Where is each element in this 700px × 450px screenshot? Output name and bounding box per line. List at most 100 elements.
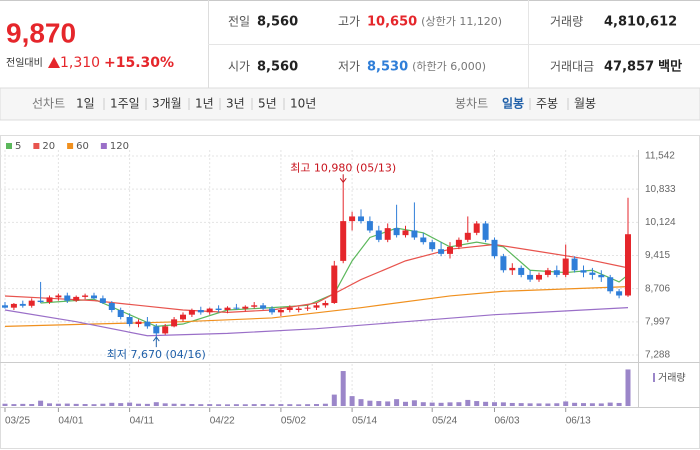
volume-bar: [20, 403, 26, 406]
volume-bar: [403, 401, 408, 406]
candle-body: [518, 267, 525, 275]
volume-bar: [233, 404, 239, 406]
legend-label: 20: [42, 141, 55, 152]
volume-bar: [598, 403, 604, 406]
volume-bar: [38, 400, 44, 406]
annotation-arrowhead: [152, 336, 160, 342]
volume-bar: [64, 403, 70, 406]
volume-bar: [162, 403, 168, 406]
candle-body: [108, 302, 115, 310]
candle-body: [447, 246, 453, 254]
volume-bar: [527, 403, 533, 406]
stat-label: 시가: [228, 60, 250, 74]
y-tick-label: 7,997: [645, 316, 670, 327]
volume-bar: [358, 399, 364, 406]
candle-body: [331, 265, 338, 303]
period-button[interactable]: 3년: [226, 97, 245, 111]
candle-body: [135, 321, 142, 325]
candle-body: [233, 307, 240, 309]
candle-body: [19, 303, 26, 306]
volume-bar: [100, 403, 106, 406]
period-button[interactable]: 일봉: [502, 97, 524, 111]
volume-bar: [55, 403, 61, 406]
volume-bar: [2, 403, 8, 406]
legend-label: 60: [76, 141, 89, 152]
volume-bar: [127, 402, 133, 406]
candle-body: [144, 321, 151, 327]
candle-body: [295, 308, 302, 310]
x-tick-label: 06/13: [566, 416, 591, 427]
candle-body: [242, 306, 249, 309]
y-tick-label: 10,124: [645, 217, 676, 228]
candle-body: [580, 270, 587, 273]
legend-swatch: [33, 143, 40, 149]
candle-body: [28, 300, 35, 306]
annotation-arrowhead: [339, 177, 347, 184]
candle-body: [10, 303, 17, 308]
volume-bar: [136, 403, 141, 406]
period-button[interactable]: 3개월: [152, 97, 182, 111]
volume-bar: [385, 401, 391, 406]
candle-body: [340, 221, 347, 261]
period-button[interactable]: 1일: [76, 97, 95, 111]
y-tick-label: 11,542: [645, 151, 675, 162]
volume-bar: [153, 402, 159, 406]
stat-label: 거래대금: [550, 60, 594, 74]
volume-bar: [572, 402, 578, 406]
candle-body: [260, 305, 267, 309]
candle-body: [304, 307, 311, 309]
stat-value: 47,857: [604, 60, 654, 75]
x-tick-label: 05/24: [432, 416, 457, 427]
candle-body: [2, 305, 8, 308]
volume-bar: [474, 401, 480, 406]
stat-note: (하한가 6,000): [412, 59, 486, 73]
candle-body: [73, 296, 80, 301]
volume-bar: [349, 396, 355, 406]
volume-bar: [305, 404, 311, 406]
up-arrow-icon: [48, 57, 60, 68]
period-button[interactable]: 월봉: [574, 97, 596, 111]
candle-body: [269, 308, 275, 313]
volume-bar: [269, 404, 275, 406]
volume-bar: [509, 402, 515, 406]
candle-body: [482, 223, 489, 240]
candle-body: [171, 319, 178, 327]
x-tick-label: 05/02: [281, 416, 306, 427]
candle-body: [286, 307, 293, 310]
stat-note: (상한가 11,120): [421, 15, 502, 28]
candle-body: [571, 258, 578, 271]
period-button[interactable]: 주봉: [536, 97, 558, 111]
candle-body: [544, 270, 551, 275]
volume-bar: [278, 404, 284, 406]
candle-body: [277, 309, 284, 313]
candle-body: [473, 223, 480, 233]
volume-bar: [394, 399, 400, 406]
volume-bar: [607, 402, 613, 406]
period-button[interactable]: 1주일: [110, 97, 140, 111]
period-button[interactable]: 5년: [258, 97, 277, 111]
candle-body: [598, 274, 605, 278]
volume-bar: [518, 403, 524, 406]
candle-body: [438, 249, 445, 254]
volume-bar: [456, 402, 462, 406]
volume-bar: [242, 404, 248, 406]
legend-swatch: [67, 143, 74, 149]
stat-label: 거래량: [550, 15, 583, 29]
y-tick-label: 9,415: [645, 250, 670, 261]
candle-body: [224, 307, 231, 310]
candle-body: [117, 309, 124, 318]
candle-body: [197, 309, 204, 313]
candle-body: [206, 308, 213, 313]
volume-bar: [73, 403, 79, 406]
candle-body: [55, 295, 62, 298]
candle-body: [616, 291, 623, 296]
volume-bar: [314, 404, 319, 406]
volume-bar: [536, 403, 542, 406]
volume-bar: [216, 404, 222, 406]
volume-bar: [331, 394, 337, 406]
period-button[interactable]: 10년: [290, 97, 316, 111]
candle-body: [153, 326, 160, 334]
volume-bar: [189, 404, 195, 406]
volume-bar: [616, 402, 622, 406]
period-button[interactable]: 1년: [195, 97, 214, 111]
